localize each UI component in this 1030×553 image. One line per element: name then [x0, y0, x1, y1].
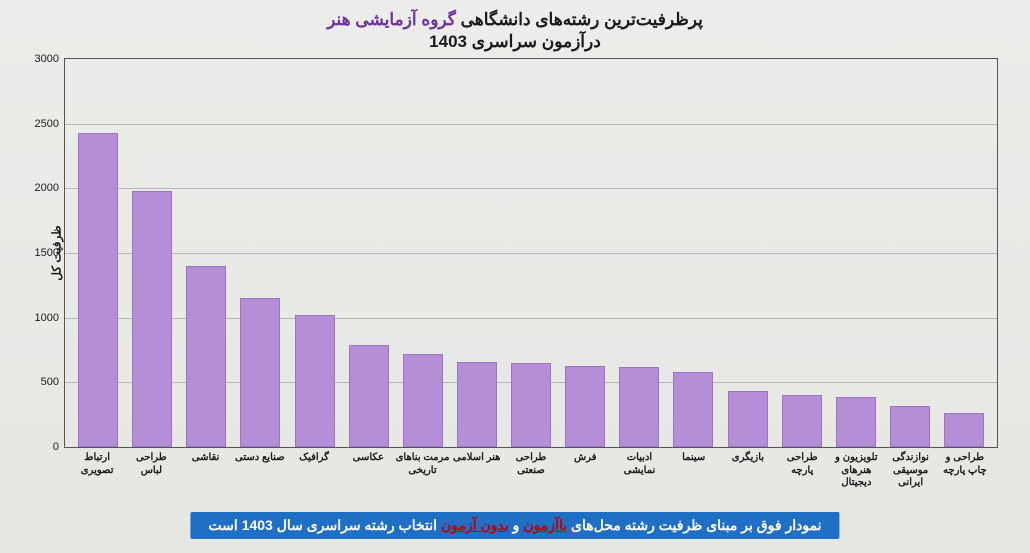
y-tick-label: 2000: [35, 182, 59, 194]
x-label: هنر اسلامی: [450, 448, 504, 490]
x-label: ادبیات نمایشی: [612, 448, 666, 490]
x-label: نقاشی: [178, 448, 232, 490]
bar: [349, 345, 389, 447]
footer-part1: نمودار فوق بر مبنای ظرفیت رشته محل‌های: [567, 517, 821, 533]
y-tick-label: 0: [53, 441, 59, 453]
y-tick-label: 1500: [35, 247, 59, 259]
x-label: مرمت بناهای تاریخی: [395, 448, 449, 490]
bar: [78, 133, 118, 447]
y-tick-label: 3000: [35, 53, 59, 65]
bar-slot: [775, 59, 829, 447]
x-label: ارتباط تصویری: [70, 448, 124, 490]
chart-subtitle: درآزمون سراسری 1403: [20, 32, 1010, 52]
bar-slot: [125, 59, 179, 447]
x-label: طراحی صنعتی: [504, 448, 558, 490]
y-tick-label: 1000: [35, 312, 59, 324]
bar-slot: [71, 59, 125, 447]
bar: [511, 363, 551, 447]
bar-slot: [288, 59, 342, 447]
x-label: صنایع دستی: [233, 448, 287, 490]
x-label: تلویزیون و هنرهای دیجیتال: [829, 448, 883, 490]
y-tick-label: 2500: [35, 118, 59, 130]
bar: [782, 395, 822, 447]
chart-container: پرظرفیت‌ترین رشته‌های دانشگاهی گروه آزما…: [20, 10, 1010, 491]
bar: [619, 367, 659, 447]
y-tick-label: 500: [41, 376, 59, 388]
x-label: نوازندگی موسیقی ایرانی: [884, 448, 938, 490]
bar-slot: [233, 59, 287, 447]
bar: [403, 354, 443, 447]
footer-part3: انتخاب رشته سراسری سال 1403 است: [208, 517, 441, 533]
bar-slot: [558, 59, 612, 447]
bar-slot: [666, 59, 720, 447]
x-label: طراحی لباس: [124, 448, 178, 490]
bar-slot: [721, 59, 775, 447]
x-label: سینما: [667, 448, 721, 490]
bar-slot: [504, 59, 558, 447]
bar: [728, 391, 768, 447]
bar-slot: [179, 59, 233, 447]
bar-slot: [612, 59, 666, 447]
chart-title: پرظرفیت‌ترین رشته‌های دانشگاهی گروه آزما…: [20, 10, 1010, 30]
footer-part2: و: [509, 517, 524, 533]
bars-container: [65, 59, 997, 447]
plot-area: ظرفیت کل 050010001500200025003000: [64, 58, 998, 448]
x-label: عکاسی: [341, 448, 395, 490]
bar-slot: [396, 59, 450, 447]
footer-red2: بدون آزمون: [441, 517, 509, 533]
bar-slot: [450, 59, 504, 447]
x-label: فرش: [558, 448, 612, 490]
bar: [890, 406, 930, 447]
bar: [132, 191, 172, 447]
x-label: طراحی پارچه: [775, 448, 829, 490]
bar-slot: [342, 59, 396, 447]
x-label: بازیگری: [721, 448, 775, 490]
title-prefix: پرظرفیت‌ترین رشته‌های دانشگاهی: [456, 10, 703, 29]
x-label: طراحی و چاپ پارچه: [938, 448, 992, 490]
bar: [240, 298, 280, 447]
x-label: گرافیک: [287, 448, 341, 490]
bar: [944, 413, 984, 447]
footer-red1: باآزمون: [523, 517, 567, 533]
x-axis-labels: ارتباط تصویریطراحی لباسنقاشیصنایع دستیگر…: [64, 448, 998, 490]
bar: [295, 315, 335, 447]
bar-slot: [937, 59, 991, 447]
bar-slot: [883, 59, 937, 447]
bar: [565, 366, 605, 447]
bar-slot: [829, 59, 883, 447]
bar: [673, 372, 713, 447]
bar: [457, 362, 497, 447]
footer-caption: نمودار فوق بر مبنای ظرفیت رشته محل‌های ب…: [190, 512, 839, 539]
bar: [836, 397, 876, 447]
bar: [186, 266, 226, 447]
title-accent: گروه آزمایشی هنر: [327, 10, 456, 29]
